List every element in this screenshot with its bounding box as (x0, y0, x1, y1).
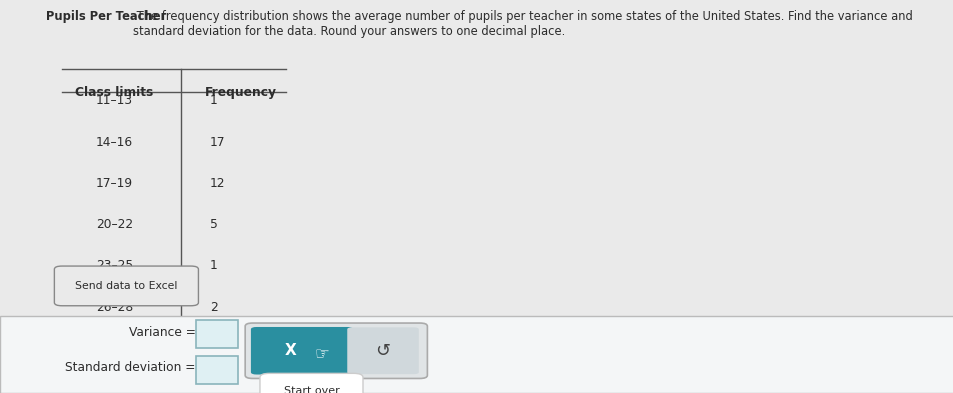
Text: Pupils Per Teacher: Pupils Per Teacher (46, 10, 166, 23)
Text: 1: 1 (210, 94, 217, 107)
Text: 23–25: 23–25 (95, 259, 133, 272)
Text: 1: 1 (210, 259, 217, 272)
Text: 26–28: 26–28 (95, 301, 133, 314)
Text: 5: 5 (210, 218, 217, 231)
Text: 11–13: 11–13 (96, 94, 132, 107)
Text: X: X (285, 343, 296, 358)
Text: Standard deviation =: Standard deviation = (65, 361, 195, 374)
FancyBboxPatch shape (195, 320, 237, 348)
FancyBboxPatch shape (195, 356, 237, 384)
Text: 12: 12 (210, 177, 225, 190)
Text: ☞: ☞ (314, 346, 329, 364)
Text: Send data to Excel: Send data to Excel (75, 281, 177, 291)
FancyBboxPatch shape (251, 327, 353, 375)
FancyBboxPatch shape (54, 266, 198, 306)
Text: ↺: ↺ (375, 342, 390, 360)
FancyBboxPatch shape (245, 323, 427, 378)
FancyBboxPatch shape (0, 316, 953, 393)
Text: 17: 17 (210, 136, 225, 149)
FancyBboxPatch shape (347, 327, 418, 374)
Text: 17–19: 17–19 (96, 177, 132, 190)
Text: 14–16: 14–16 (96, 136, 132, 149)
Text: Frequency: Frequency (205, 86, 276, 99)
Text: 20–22: 20–22 (96, 218, 132, 231)
Text: Class limits: Class limits (75, 86, 153, 99)
Text: The frequency distribution shows the average number of pupils per teacher in som: The frequency distribution shows the ave… (133, 10, 912, 38)
FancyBboxPatch shape (259, 373, 362, 393)
Text: 2: 2 (210, 301, 217, 314)
Text: Variance =: Variance = (129, 325, 195, 339)
Text: Start over: Start over (283, 386, 339, 393)
